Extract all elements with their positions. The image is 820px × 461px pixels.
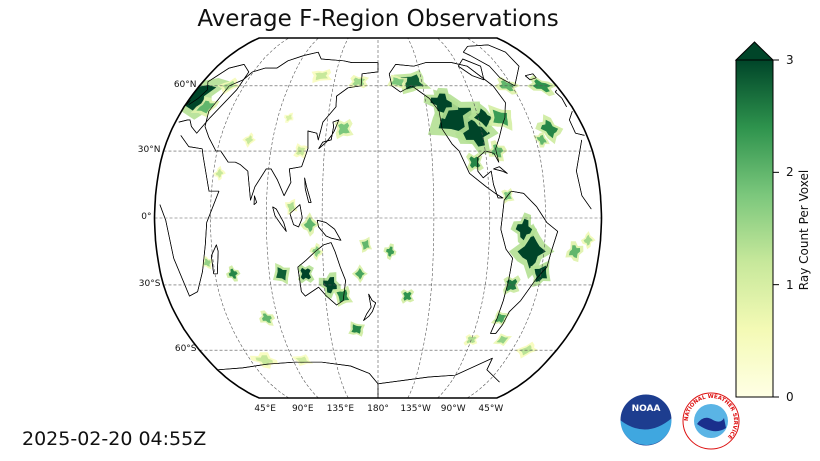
observation-core [215,168,224,178]
observation-density-layer [154,44,596,398]
coastline-new-zealand [363,293,377,321]
noaa-logo: NOAA [619,393,673,447]
observation-core [568,245,581,259]
observation-core [196,100,215,114]
observation-core [494,313,507,323]
coastline-asia [204,51,379,201]
observation-core [312,246,321,258]
longitude-label: 180° [367,404,389,414]
coastline-uk [186,89,567,107]
observation-core [287,201,295,212]
coastline-antarctica [217,357,500,398]
colorbar-tick-label: 0 [786,390,794,404]
observation-core [466,336,477,344]
observation-core [315,71,328,81]
longitude-label: 45°W [478,404,504,414]
meridian-line [407,38,435,398]
coastline-new-guinea [316,219,342,241]
observation-core [336,289,350,303]
coastline-south-america [490,190,559,334]
graticule-layer [154,38,602,398]
observation-core [583,234,593,246]
observation-core [474,108,494,128]
meridian-line [467,38,546,398]
latitude-label: 30°N [137,145,161,156]
observation-core [228,268,238,279]
colorbar-tick-label: 3 [786,53,794,67]
coastline-asia [204,51,379,201]
colorbar-fill [736,60,773,397]
svg-text:NOAA: NOAA [632,404,661,414]
coastline-philippines [304,177,312,203]
observation-core [338,122,350,136]
observation-core [354,268,365,280]
observation-core [204,258,211,267]
coastline-australia [297,242,346,306]
coastline-baffin [458,58,485,81]
timestamp: 2025-02-20 04:55Z [22,428,207,450]
colorbar-tick-label: 2 [786,165,794,180]
observation-core [361,239,370,250]
colorbar-tick-label: 1 [786,277,794,292]
observation-core [536,134,547,145]
observation-core [430,93,452,113]
observation-core [351,324,362,334]
longitude-label: 90°W [440,404,466,414]
coastline-sri-lanka [253,195,257,205]
observation-core [285,114,292,121]
coastline-sumatra [272,206,287,232]
latitude-label: 60°S [174,344,197,355]
observation-core [390,77,404,87]
longitude-label: 45°E [254,404,276,414]
meridian-line [437,38,491,398]
observation-core [540,119,559,139]
meridian-line [321,38,349,398]
colorbar [734,41,779,398]
observation-core [303,217,316,233]
meridian-line [210,38,289,398]
observation-core [262,313,272,323]
observation-core [255,355,273,366]
observation-core [300,267,311,280]
coastline-antarctica [217,357,500,398]
coastline-greenland [463,44,520,87]
coastline-europe [178,64,585,136]
observation-core [403,291,412,301]
coastline-madagascar [210,244,219,275]
observation-core [496,335,509,344]
coastline-cuba [493,166,508,174]
longitude-label: 135°E [326,404,355,414]
longitude-label: 135°W [400,404,431,414]
chart-title: Average F-Region Observations [197,6,559,32]
observation-core [515,218,533,241]
colorbar-label: Ray Count Per Voxel [797,169,811,291]
coastline-sumatra [272,206,287,232]
coastline-iceland [524,73,537,81]
observation-core [506,278,518,292]
coastline-europe [178,64,585,136]
colorbar-extend-arrow [734,41,775,61]
map-boundary [153,37,603,399]
coastline-north-america [388,62,506,199]
latitude-label: 60°N [173,79,197,90]
observation-core [276,267,287,281]
longitude-label: 90°E [291,404,314,414]
coastline-greenland [463,44,520,87]
observation-core [244,135,254,145]
observation-core [492,109,508,126]
latitude-label: 0° [141,212,152,222]
observation-core [517,234,546,269]
nws-logo: NATIONAL WEATHER SERVICE [682,392,740,450]
latitude-label: 30°S [138,278,161,289]
coastline-africa [159,135,592,297]
observation-core [386,246,395,257]
coastline-japan [318,119,340,150]
meridian-line [266,38,319,398]
